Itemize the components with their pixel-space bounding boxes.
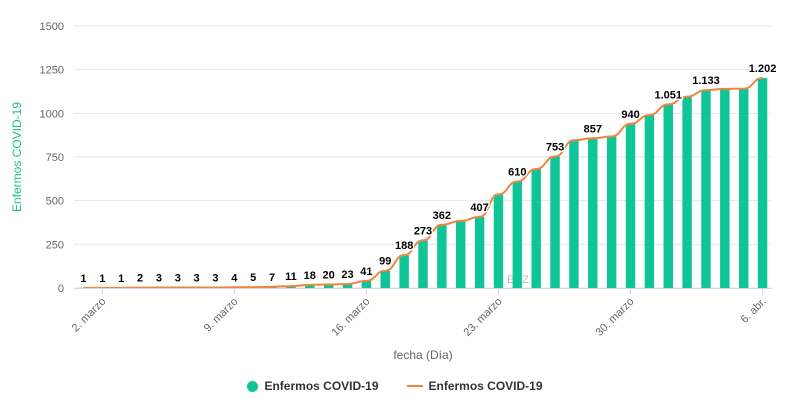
data-label: 4: [231, 272, 238, 284]
legend-line-marker: [406, 385, 423, 387]
y-axis-ticks: 0 250 500 750 1000 1250 1500: [40, 21, 64, 295]
x-axis-ticks: 2. marzo 9. marzo 16. marzo 23. marzo 30. ma…: [70, 288, 769, 339]
bar[interactable]: [361, 280, 372, 288]
data-label: 7: [269, 272, 275, 284]
bar[interactable]: [399, 255, 409, 288]
bar[interactable]: [380, 270, 390, 288]
data-label: 857: [584, 123, 602, 135]
data-label: 3: [156, 272, 162, 284]
y-tick-label: 1250: [40, 65, 64, 77]
bar[interactable]: [437, 224, 447, 288]
bar[interactable]: [512, 181, 523, 288]
data-label: 3: [212, 272, 218, 284]
y-tick-label: 750: [46, 152, 64, 164]
bar[interactable]: [531, 169, 541, 288]
bar[interactable]: [418, 240, 428, 288]
data-label: 1: [118, 273, 124, 285]
x-tick-label: 23. marzo: [462, 296, 505, 339]
data-label: 11: [285, 271, 297, 283]
x-tick-label: 30. marzo: [594, 296, 637, 339]
bar[interactable]: [493, 194, 504, 288]
data-label: 1: [80, 273, 86, 285]
data-label: 753: [546, 141, 564, 153]
y-tick-label: 500: [46, 196, 64, 208]
y-axis-title: Enfermos COVID-19: [10, 102, 24, 212]
data-label: 1: [99, 273, 105, 285]
data-label: 41: [360, 266, 372, 278]
y-tick-label: 1000: [40, 108, 64, 120]
bar[interactable]: [738, 88, 749, 289]
bar[interactable]: [569, 140, 579, 288]
x-axis-title: fecha (Día): [393, 348, 452, 362]
x-tick-label: 6. abr.: [739, 296, 769, 326]
data-label: 610: [508, 166, 526, 178]
legend-bar-label: Enfermos COVID-19: [264, 379, 379, 393]
data-label: 3: [175, 272, 181, 284]
data-label: 273: [414, 225, 432, 237]
line-series: [83, 77, 763, 289]
data-labels: 1 1 1 2 3 3 3 3 4 5 7 11 18 20 23 419918827336240761075…: [79, 62, 778, 287]
bar[interactable]: [720, 88, 730, 288]
x-tick-label: 9. marzo: [202, 296, 241, 335]
bar[interactable]: [323, 284, 334, 288]
bar[interactable]: [474, 216, 485, 288]
legend-item-bars[interactable]: Enfermos COVID-19: [247, 379, 379, 393]
data-label: 1.133: [692, 75, 720, 87]
data-label: 20: [323, 270, 335, 282]
y-tick-label: 0: [58, 283, 64, 295]
bar[interactable]: [550, 156, 560, 288]
data-label: 2: [137, 273, 143, 285]
data-label: 99: [379, 256, 391, 268]
bar[interactable]: [606, 136, 617, 288]
bar[interactable]: [342, 283, 353, 288]
legend-bar-marker: [247, 380, 259, 392]
bar[interactable]: [644, 115, 655, 288]
data-label: 5: [250, 272, 256, 284]
data-label: 3: [194, 272, 200, 284]
data-label: 188: [395, 240, 413, 252]
data-label: 18: [304, 270, 316, 282]
data-label: 407: [470, 202, 488, 214]
legend: Enfermos COVID-19 Enfermos COVID-19: [0, 379, 790, 393]
bar[interactable]: [663, 104, 673, 289]
y-tick-label: 250: [46, 239, 64, 251]
data-label: 23: [341, 269, 353, 281]
bar-series: [78, 78, 768, 289]
data-label: 1.051: [654, 89, 682, 101]
y-tick-label: 1500: [40, 21, 64, 33]
bar[interactable]: [682, 96, 692, 288]
bar[interactable]: [456, 220, 466, 288]
bar[interactable]: [305, 284, 315, 288]
x-tick-label: 16. marzo: [329, 296, 372, 339]
bar[interactable]: [757, 78, 768, 289]
gridlines: [74, 25, 772, 289]
chart: 0 250 500 750 1000 1250 1500 Enfermos COVID-19…: [10, 21, 778, 362]
bar[interactable]: [701, 90, 711, 289]
data-label: 362: [433, 210, 451, 222]
x-tick-label: 2. marzo: [70, 296, 109, 335]
bar[interactable]: [625, 123, 636, 289]
legend-item-line[interactable]: Enfermos COVID-19: [406, 379, 543, 393]
data-label: 1.202: [749, 63, 777, 75]
bar[interactable]: [588, 138, 598, 288]
legend-line-label: Enfermos COVID-19: [428, 379, 543, 393]
data-label: 940: [621, 109, 639, 121]
